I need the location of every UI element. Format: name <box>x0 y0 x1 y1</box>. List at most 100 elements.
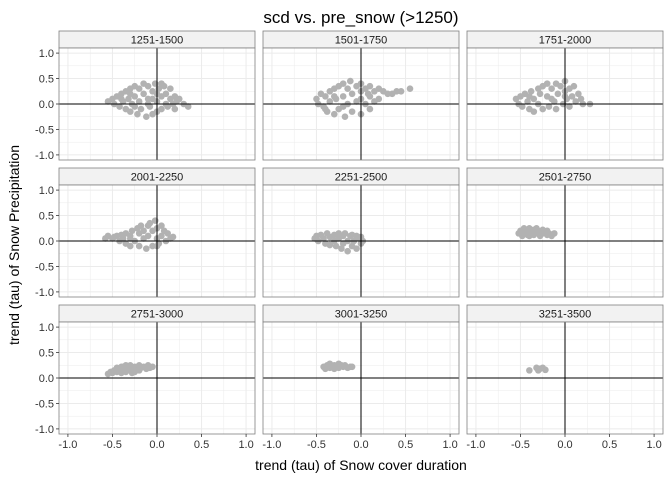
data-point <box>184 103 192 110</box>
x-tick-label: 0.0 <box>557 439 572 451</box>
data-point <box>164 230 171 237</box>
data-point <box>158 222 165 230</box>
data-point <box>366 93 374 100</box>
data-point <box>526 93 533 100</box>
x-tick-label: 0.5 <box>194 439 209 451</box>
data-point <box>557 82 564 90</box>
data-point <box>119 235 127 242</box>
data-point <box>322 105 329 113</box>
data-point <box>140 227 147 235</box>
y-tick-label: -1.0 <box>35 150 54 162</box>
x-tick-label: 0.5 <box>398 439 413 451</box>
data-point <box>128 227 136 235</box>
x-tick-label: 1.0 <box>646 439 661 451</box>
x-tick-label: 0.0 <box>149 439 164 451</box>
data-point <box>543 80 551 87</box>
facet-panel: 1501-1750 <box>262 30 460 161</box>
data-point <box>577 95 585 103</box>
facet-strip-label: 2001-2250 <box>131 172 184 184</box>
facet-panel: 1751-2000 <box>466 30 664 161</box>
y-axis-title: trend (tau) of Snow Precipitation <box>6 145 22 345</box>
data-point <box>167 85 174 93</box>
data-point <box>116 103 123 110</box>
data-point <box>175 95 183 103</box>
data-point <box>140 90 147 98</box>
y-tick-label: 1.0 <box>39 48 54 60</box>
facet-panel: 2501-2750 <box>466 167 664 298</box>
data-point <box>554 90 562 98</box>
data-point <box>135 98 143 105</box>
data-point <box>348 363 356 371</box>
x-tick-label: -1.0 <box>466 439 485 451</box>
data-point <box>332 242 340 250</box>
x-tick-label: 1.0 <box>442 439 457 451</box>
data-point <box>143 245 150 252</box>
data-point <box>406 85 414 93</box>
facet-panel: 2251-2500 <box>262 167 460 298</box>
data-point <box>539 105 547 113</box>
data-point <box>320 235 327 242</box>
data-point <box>344 247 351 255</box>
data-point <box>572 98 579 105</box>
data-point <box>566 103 573 110</box>
panel-border <box>466 184 664 298</box>
data-point <box>353 245 360 252</box>
data-point <box>169 233 177 241</box>
y-tick-label: 0.5 <box>39 74 54 86</box>
data-point <box>530 108 538 115</box>
data-point <box>144 82 152 90</box>
data-point <box>158 105 165 113</box>
facet-panel: 3001-3250 -1.0 -0.5 0.0 0.5 1.0 <box>262 304 460 451</box>
x-tick-label: 1.0 <box>238 439 253 451</box>
y-tick-label: 0.0 <box>39 99 54 111</box>
panel-border <box>262 184 460 298</box>
data-point <box>143 113 150 121</box>
data-point <box>137 222 145 230</box>
y-tick-label: 1.0 <box>39 185 54 197</box>
facet-strip-label: 2751-3000 <box>131 309 184 321</box>
data-point <box>542 366 549 374</box>
data-point <box>125 95 132 103</box>
facet-strip-label: 2501-2750 <box>539 172 592 184</box>
x-tick-label: -1.0 <box>262 439 281 451</box>
facet-panel: 1251-1500 -1.0 -0.5 0.0 0.5 1.0 <box>35 30 256 162</box>
data-point <box>149 363 156 371</box>
facet-panel: 2001-2250 -1.0 -0.5 0.0 0.5 1.0 <box>35 167 256 299</box>
x-tick-label: -0.5 <box>307 439 326 451</box>
y-tick-label: -0.5 <box>35 398 54 410</box>
data-point <box>135 242 143 250</box>
data-point <box>126 242 134 250</box>
x-tick-label: 0.0 <box>353 439 368 451</box>
y-tick-label: -0.5 <box>35 124 54 136</box>
data-point <box>344 85 351 93</box>
data-point <box>341 113 349 121</box>
data-point <box>118 95 125 103</box>
y-tick-label: 0.0 <box>39 236 54 248</box>
data-point <box>548 95 555 103</box>
data-point <box>144 232 152 240</box>
data-point <box>568 93 576 100</box>
data-point <box>330 93 338 100</box>
data-point <box>171 105 179 113</box>
data-point <box>322 93 329 100</box>
data-point <box>149 95 156 103</box>
facet-panel: 2751-3000 -1.0 -0.5 0.0 0.5 1.0 -1.0 -0.5 0.0 0.5… <box>35 304 256 451</box>
data-point <box>119 363 127 371</box>
data-point <box>575 90 582 98</box>
data-point <box>164 103 171 110</box>
x-tick-label: -0.5 <box>103 439 122 451</box>
facet-strip-label: 3001-3250 <box>335 309 388 321</box>
data-point <box>366 82 374 90</box>
facet-strip-label: 1751-2000 <box>539 35 592 47</box>
data-point <box>151 217 159 224</box>
data-point <box>397 87 405 95</box>
data-point <box>548 85 555 93</box>
data-point <box>128 369 136 377</box>
data-point <box>326 98 334 105</box>
data-point <box>570 82 578 90</box>
data-point <box>338 245 345 252</box>
data-point <box>146 219 154 227</box>
data-point <box>375 95 383 103</box>
data-point <box>348 108 356 115</box>
